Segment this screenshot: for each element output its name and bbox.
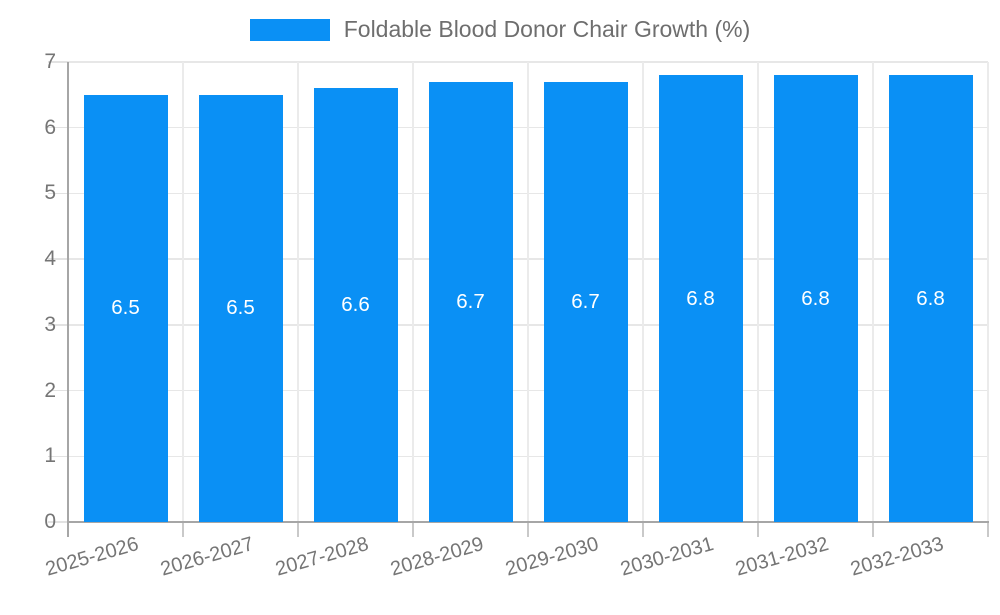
legend[interactable]: Foldable Blood Donor Chair Growth (%): [0, 16, 1000, 43]
gridline: [527, 62, 529, 522]
gridline: [987, 62, 989, 522]
y-axis-tick: [48, 258, 68, 260]
bar[interactable]: [658, 75, 743, 522]
x-axis-tick: [412, 522, 414, 537]
bar-value-label: 6.8: [801, 286, 830, 310]
y-axis-tick: [48, 455, 68, 457]
y-axis-tick-label: 6: [44, 115, 56, 139]
bar-value-label: 6.8: [916, 286, 945, 310]
gridline: [757, 62, 759, 522]
y-axis-tick-label: 0: [44, 510, 56, 533]
bar-value-label: 6.5: [226, 296, 255, 320]
bar-value-label: 6.7: [456, 289, 485, 313]
gridline: [68, 61, 988, 63]
y-axis-tick-label: 3: [44, 312, 56, 336]
y-axis-tick: [48, 521, 68, 523]
y-axis-tick: [48, 61, 68, 63]
x-axis-tick: [987, 522, 989, 537]
x-axis-tick: [527, 522, 529, 537]
x-axis-tick: [182, 522, 184, 537]
bar[interactable]: [773, 75, 858, 522]
bar-chart: Foldable Blood Donor Chair Growth (%) 0 1…: [0, 16, 1000, 581]
gridline: [182, 62, 184, 522]
x-axis-line: [67, 521, 989, 523]
x-axis-tick: [757, 522, 759, 537]
x-axis-tick: [872, 522, 874, 537]
bar[interactable]: [83, 94, 168, 522]
bar-value-label: 6.6: [341, 293, 370, 317]
bar[interactable]: [543, 81, 628, 522]
y-axis-tick-label: 4: [44, 247, 56, 271]
bar[interactable]: [198, 94, 283, 522]
gridline: [872, 62, 874, 522]
y-axis-tick: [48, 324, 68, 326]
gridline: [642, 62, 644, 522]
x-axis-tick: [297, 522, 299, 537]
y-axis-tick: [48, 192, 68, 195]
gridline: [297, 62, 299, 522]
y-axis-tick: [48, 127, 68, 129]
y-axis-tick: [48, 389, 68, 392]
bar[interactable]: [428, 81, 513, 522]
bar[interactable]: [888, 75, 973, 522]
x-axis-tick: [642, 522, 644, 537]
gridline: [412, 62, 414, 522]
y-axis-tick-label: 5: [44, 181, 56, 205]
y-axis-tick-label: 2: [44, 378, 56, 402]
legend-color-swatch: [249, 18, 330, 41]
y-axis-tick-label: 7: [44, 50, 56, 73]
legend-label: Foldable Blood Donor Chair Growth (%): [343, 16, 751, 42]
y-axis-line: [67, 62, 69, 537]
bar-value-label: 6.7: [571, 289, 600, 313]
bar-value-label: 6.8: [686, 286, 715, 310]
bar-value-label: 6.5: [111, 296, 140, 320]
bar[interactable]: [313, 88, 398, 522]
y-axis-tick-label: 1: [44, 444, 56, 468]
